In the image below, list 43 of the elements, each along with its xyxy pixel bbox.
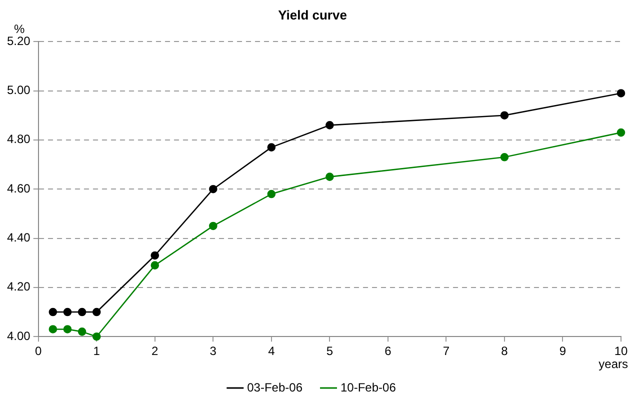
x-axis-title: years — [598, 356, 628, 371]
chart-title: Yield curve — [278, 7, 347, 22]
y-tick-label: 5.00 — [6, 83, 31, 98]
point — [500, 111, 509, 120]
point — [209, 184, 218, 194]
y-tick-label: 4.20 — [6, 280, 31, 294]
y-tick-label: 4.80 — [6, 132, 31, 146]
point — [150, 251, 160, 260]
point — [63, 325, 72, 334]
x-tick-label: 8 — [501, 344, 508, 358]
point — [63, 308, 72, 316]
point — [78, 308, 86, 316]
point — [92, 308, 101, 316]
point — [209, 222, 218, 230]
point — [48, 325, 58, 334]
x-tick-label: 10 — [614, 344, 628, 358]
x-tick-label: 7 — [442, 344, 450, 358]
y-axis-title: % — [14, 22, 25, 36]
y-tick-label: 5.20 — [6, 34, 31, 48]
point — [48, 308, 58, 316]
x-tick-label: 9 — [559, 344, 566, 358]
x-tick-label: 4 — [268, 344, 276, 358]
x-tick-label: 1 — [93, 344, 100, 358]
point — [267, 190, 276, 198]
legend-label: 03-Feb-06 — [247, 380, 303, 394]
x-tick-label: 5 — [326, 344, 334, 358]
y-tick-label: 4.60 — [6, 181, 31, 196]
point — [500, 152, 509, 162]
point — [78, 328, 86, 336]
point — [326, 172, 334, 181]
point — [150, 261, 160, 270]
x-tick-label: 3 — [210, 344, 217, 358]
point — [616, 128, 626, 137]
legend-label: 10-Feb-06 — [340, 380, 396, 394]
point — [92, 332, 101, 341]
y-tick-label: 4.00 — [6, 328, 31, 343]
x-tick-label: 6 — [384, 344, 392, 358]
x-tick-label: 0 — [35, 344, 42, 358]
point — [267, 143, 276, 152]
point — [326, 121, 334, 130]
x-tick-label: 2 — [152, 344, 159, 358]
point — [616, 89, 626, 98]
y-tick-label: 4.40 — [6, 230, 31, 245]
